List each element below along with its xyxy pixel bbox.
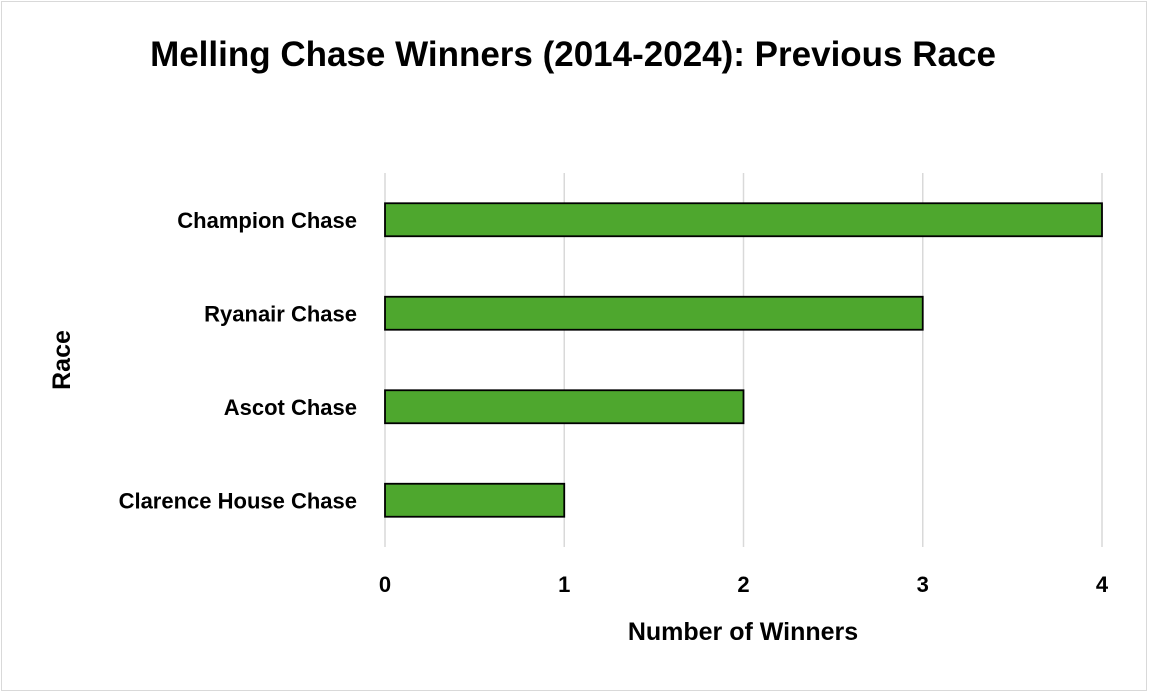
category-label: Champion Chase: [177, 208, 357, 233]
chart-title: Melling Chase Winners (2014-2024): Previ…: [150, 35, 996, 74]
category-label: Ascot Chase: [224, 395, 357, 420]
x-tick-label: 3: [917, 572, 929, 597]
category-label: Clarence House Chase: [119, 488, 357, 513]
category-labels: Champion Chase Ryanair Chase Ascot Chase Cl…: [119, 208, 357, 514]
bar-ryanair-chase: [384, 295, 924, 331]
x-tick-label: 1: [558, 572, 570, 597]
bars: [384, 202, 1103, 518]
category-label: Ryanair Chase: [204, 301, 357, 326]
bar-champion-chase: [384, 202, 1103, 238]
bar-ascot-chase: [384, 389, 745, 425]
y-axis-title: Race: [48, 330, 76, 390]
x-tick-label: 4: [1096, 572, 1109, 597]
x-tick-label: 2: [737, 572, 749, 597]
bar-clarence-house-chase: [384, 482, 566, 518]
x-tick-label: 0: [379, 572, 391, 597]
x-axis-title: Number of Winners: [628, 618, 858, 646]
x-tick-labels: 0 1 2 3 4: [379, 572, 1109, 597]
